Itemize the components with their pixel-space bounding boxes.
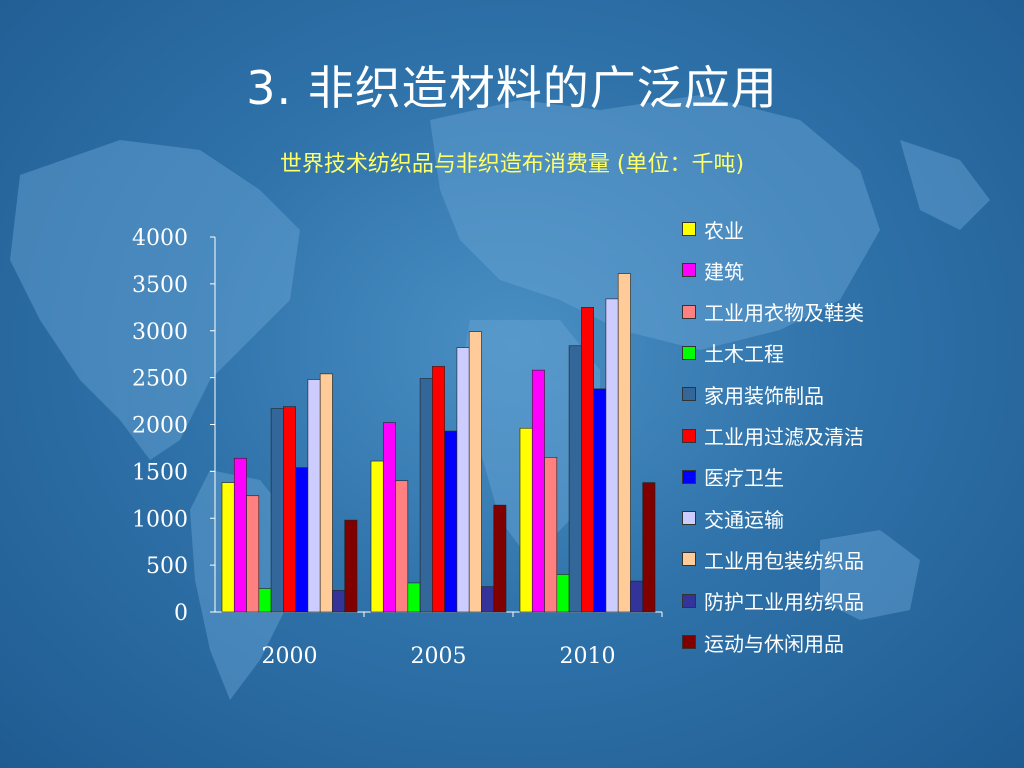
y-tick-label: 1000: [132, 507, 188, 532]
legend-item: 土木工程: [682, 338, 784, 368]
bar-2000-3: [258, 588, 272, 613]
legend-swatch: [682, 387, 696, 402]
bar-2000-9: [332, 590, 346, 613]
x-tick-label: 2005: [411, 644, 467, 669]
bar-2005-3: [407, 582, 421, 613]
legend-swatch: [682, 345, 696, 360]
x-tick-label: 2000: [262, 644, 318, 669]
legend-item: 工业用过滤及清洁: [682, 421, 864, 451]
bar-2010-2: [544, 457, 558, 613]
y-tick-label: 0: [174, 601, 188, 626]
legend-label: 交通运输: [704, 507, 784, 532]
bar-2000-4: [270, 408, 284, 613]
bar-2000-1: [233, 457, 247, 613]
chart-title: 世界技术纺织品与非织造布消费量 (单位：千吨): [279, 152, 745, 177]
y-tick-label: 4000: [132, 226, 188, 251]
bar-2005-9: [481, 586, 495, 613]
bar-2005-8: [468, 331, 482, 613]
bar-2010-8: [617, 273, 631, 613]
legend-swatch: [682, 552, 696, 567]
legend-label: 农业: [704, 218, 744, 243]
y-tick-label: 1500: [132, 460, 188, 485]
y-tick-label: 3000: [132, 320, 188, 345]
bar-2010-9: [630, 580, 644, 613]
legend-swatch: [682, 428, 696, 443]
legend-swatch: [682, 469, 696, 484]
legend-swatch: [682, 222, 696, 236]
legend-item: 家用装饰制品: [682, 379, 824, 409]
bar-2005-7: [456, 347, 470, 613]
legend-swatch: [682, 593, 696, 608]
legend-swatch: [682, 635, 696, 649]
bar-2010-6: [593, 388, 607, 613]
bar-2010-0: [519, 427, 533, 613]
bar-2010-4: [568, 345, 582, 613]
legend-item: 工业用包装纺织品: [682, 544, 864, 574]
legend-label: 工业用过滤及清洁: [704, 425, 864, 449]
legend-label: 土木工程: [704, 342, 784, 367]
bar-2000-2: [246, 495, 260, 613]
legend-item: 工业用衣物及鞋类: [682, 297, 864, 327]
legend-item: 农业: [682, 214, 744, 244]
y-tick-label: 3500: [132, 273, 188, 298]
y-tick-label: 2000: [132, 414, 188, 439]
y-tick-label: 2500: [132, 367, 188, 392]
legend-swatch: [682, 511, 696, 526]
bar-2000-7: [307, 379, 321, 613]
bar-2005-10: [493, 504, 507, 613]
bar-2010-10: [642, 482, 656, 613]
bar-2005-2: [395, 480, 409, 613]
bar-2010-3: [556, 574, 570, 613]
bar-2005-4: [419, 378, 433, 613]
legend-item: 运动与休闲用品: [682, 627, 844, 657]
bar-2000-0: [221, 482, 235, 613]
bar-2010-5: [581, 307, 594, 613]
legend-label: 运动与休闲用品: [704, 631, 844, 656]
legend-label: 工业用衣物及鞋类: [704, 301, 864, 326]
bar-2000-5: [283, 406, 296, 613]
legend-label: 家用装饰制品: [704, 383, 824, 408]
bar-2000-10: [344, 519, 358, 613]
bar-2005-5: [432, 366, 445, 613]
y-tick-label: 500: [146, 554, 188, 579]
bar-2000-8: [319, 373, 333, 613]
bar-2005-6: [444, 430, 458, 613]
bar-2010-7: [605, 298, 619, 613]
bar-2005-0: [370, 460, 384, 613]
legend-item: 交通运输: [682, 503, 784, 533]
x-tick-label: 2010: [560, 644, 616, 669]
legend-swatch: [682, 263, 696, 278]
legend-item: 医疗卫生: [682, 462, 784, 492]
slide-title: 3. 非织造材料的广泛应用: [246, 61, 778, 115]
bar-2010-1: [531, 369, 545, 613]
legend-label: 医疗卫生: [704, 466, 784, 491]
legend-item: 防护工业用纺织品: [682, 586, 864, 616]
bar-2000-6: [295, 467, 309, 613]
legend-swatch: [682, 304, 696, 319]
legend-label: 防护工业用纺织品: [704, 590, 864, 615]
legend-label: 建筑: [704, 259, 744, 284]
legend-item: 建筑: [682, 255, 744, 285]
bar-2005-1: [382, 422, 396, 613]
legend-label: 工业用包装纺织品: [704, 548, 864, 573]
